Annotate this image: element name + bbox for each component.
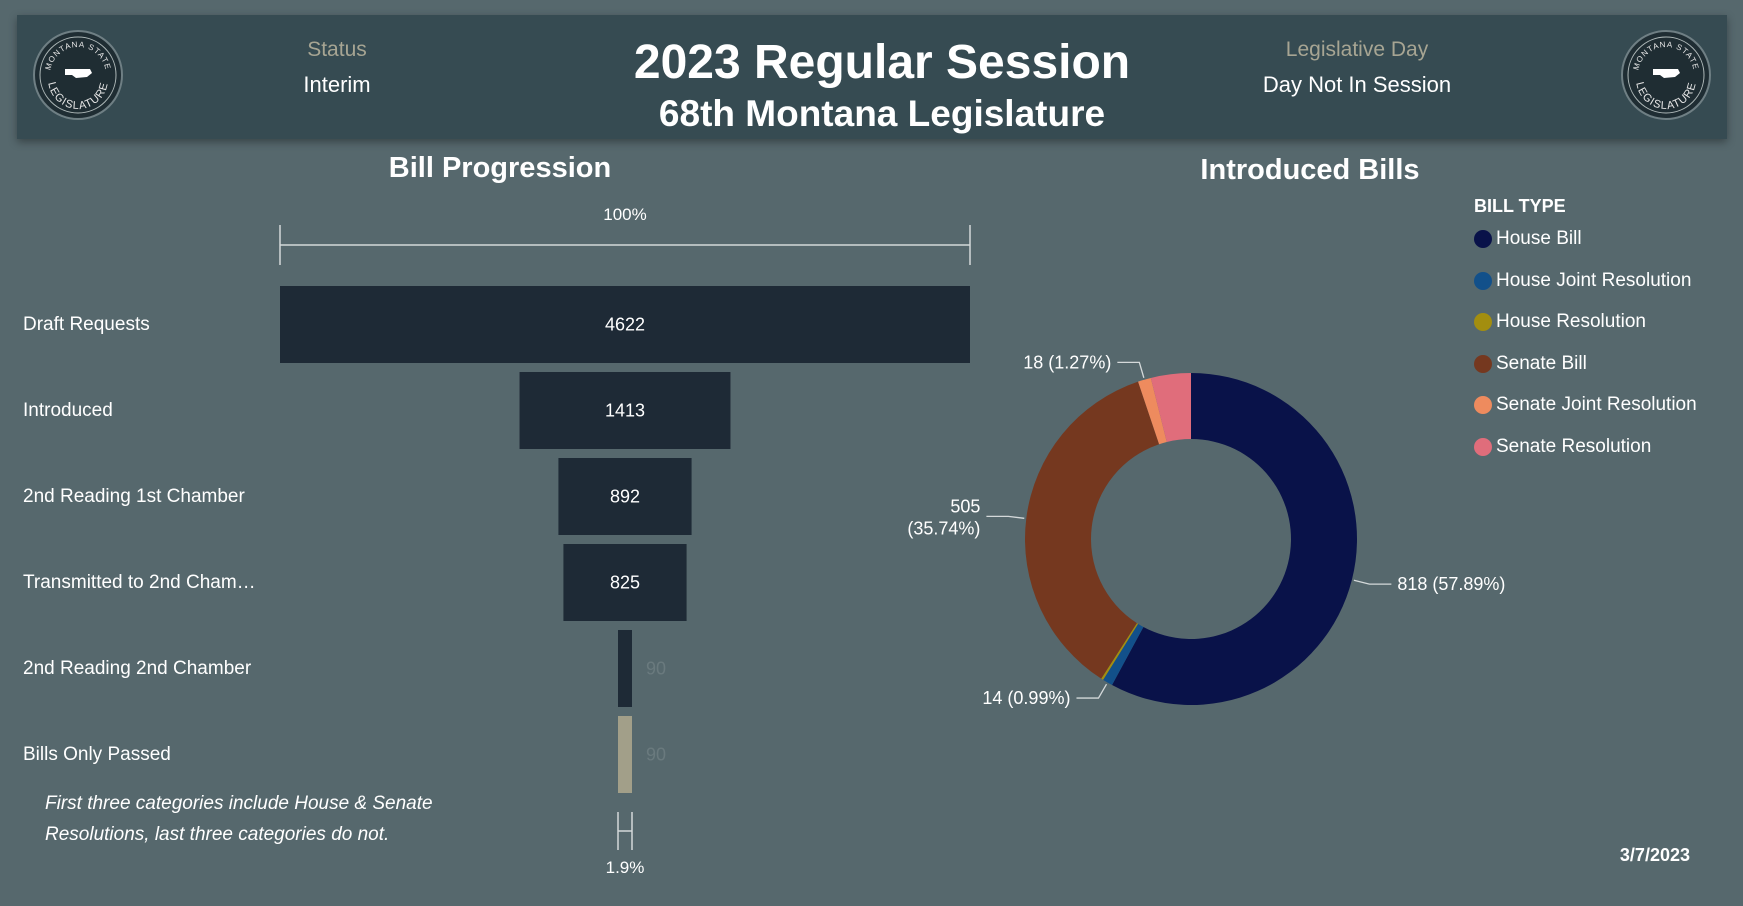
donut-data-label: 18 (1.27%)	[1023, 352, 1111, 372]
funnel-stage-label: 2nd Reading 2nd Chamber	[23, 657, 252, 679]
donut-data-label: 14 (0.99%)	[982, 688, 1070, 708]
funnel-bar	[618, 630, 632, 707]
legend-swatch	[1474, 354, 1492, 373]
status-value: Interim	[303, 72, 371, 97]
donut-chart-title: Introduced Bills	[1200, 154, 1420, 186]
legend-swatch	[1474, 313, 1492, 331]
funnel-value-label: 4622	[605, 315, 645, 335]
funnel-bar	[519, 372, 731, 449]
page-subtitle: 68th Montana Legislature	[658, 93, 1106, 134]
donut-leader-line	[986, 515, 1025, 519]
legend-title: BILL TYPE	[1474, 196, 1566, 216]
legend-item[interactable]: House Bill	[1474, 228, 1582, 250]
funnel-bar	[558, 458, 692, 535]
legend-label: Senate Bill	[1496, 352, 1587, 374]
montana-seal-logo-right: MONTANA STATE LEGISLATURE	[1621, 30, 1711, 120]
legend-label: House Resolution	[1496, 311, 1646, 332]
donut-leader-line	[1117, 361, 1145, 378]
donut-data-label: 505	[950, 496, 980, 516]
donut-leader-line	[1353, 579, 1392, 585]
funnel-bar	[280, 286, 970, 363]
page-title: 2023 Regular Session	[633, 36, 1131, 89]
funnel-footnote: First three categories include House & S…	[45, 793, 433, 845]
funnel-stage-label: Transmitted to 2nd Cham…	[23, 571, 256, 593]
legend-swatch	[1474, 396, 1492, 414]
legend-item[interactable]: Senate Joint Resolution	[1474, 394, 1697, 416]
legend-swatch	[1474, 230, 1492, 248]
legend-label: Senate Resolution	[1496, 435, 1652, 457]
montana-seal-logo-left: MONTANA STATE LEGISLATURE	[33, 30, 123, 120]
funnel-value-label: 825	[610, 573, 640, 593]
legislative-day-label: Legislative Day	[1285, 38, 1429, 61]
donut-slice	[1101, 623, 1139, 680]
legend-swatch	[1474, 271, 1492, 290]
legend-item[interactable]: House Resolution	[1474, 311, 1646, 333]
funnel-stage-label: Bills Only Passed	[23, 743, 171, 765]
funnel-value-label: 1413	[605, 401, 645, 421]
funnel-bar	[563, 544, 687, 621]
donut-slice	[1150, 373, 1191, 442]
donut-data-label: 818 (57.89%)	[1397, 574, 1505, 594]
legend-label: House Bill	[1496, 228, 1582, 249]
legend-label: Senate Joint Resolution	[1496, 394, 1697, 415]
legislative-day-value: Day Not In Session	[1262, 72, 1452, 97]
status-label: Status	[307, 38, 367, 61]
donut-slice	[1112, 373, 1357, 706]
donut-slice	[1138, 377, 1167, 445]
donut-data-label-line2: (35.74%)	[907, 518, 980, 538]
montana-shape-icon	[65, 69, 92, 78]
funnel-value-label: 90	[646, 659, 666, 679]
legend-item[interactable]: Senate Bill	[1474, 353, 1587, 375]
legend-label: House Joint Resolution	[1496, 269, 1692, 291]
montana-shape-icon	[1653, 69, 1680, 78]
donut-leader-line	[1076, 683, 1108, 699]
funnel-top-percent-label: 100%	[603, 205, 646, 224]
funnel-chart-title: Bill Progression	[388, 152, 612, 184]
legend-item[interactable]: House Joint Resolution	[1474, 270, 1691, 292]
funnel-bar	[618, 716, 632, 793]
donut-slice	[1025, 381, 1160, 679]
header-banner: MONTANA STATE LEGISLATURE Status Interim…	[17, 15, 1727, 139]
funnel-stage-label: Draft Requests	[23, 313, 150, 335]
funnel-value-label: 90	[646, 745, 666, 765]
legend-item[interactable]: Senate Resolution	[1474, 436, 1651, 458]
report-date: 3/7/2023	[1619, 845, 1690, 865]
legend-swatch	[1474, 437, 1492, 456]
funnel-bottom-percent-label: 1.9%	[606, 858, 645, 877]
funnel-stage-label: 2nd Reading 1st Chamber	[23, 485, 245, 507]
funnel-stage-label: Introduced	[23, 399, 113, 421]
funnel-value-label: 892	[610, 487, 640, 507]
donut-slice	[1103, 623, 1144, 686]
